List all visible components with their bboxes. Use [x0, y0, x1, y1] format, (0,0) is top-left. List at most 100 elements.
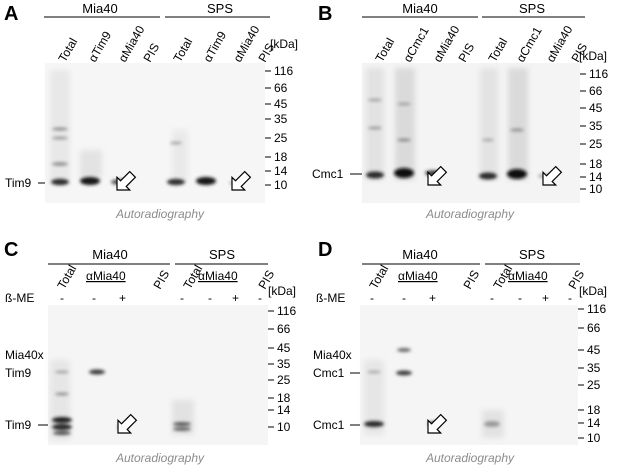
mw-marker: 45 [587, 343, 601, 357]
mw-marker: 14 [589, 170, 603, 184]
lane-label: αCmc1 [400, 24, 431, 64]
arrow-icon [117, 413, 138, 434]
mw-ladder: 116 66 45 35 25 18 14 10 [265, 64, 293, 192]
bme-label: ß-ME [316, 291, 345, 305]
mw-marker: 45 [274, 97, 288, 111]
lane-label: αMia40 [198, 269, 238, 283]
kda-label: [kDa] [579, 284, 607, 298]
mw-marker: 10 [274, 178, 288, 192]
lane-label: Total [372, 36, 397, 65]
bme-sign: - [518, 291, 522, 305]
bme-sign: - [92, 291, 96, 305]
lane-label: αMia40 [508, 269, 548, 283]
mw-marker: 25 [587, 378, 601, 392]
group-label-sps: SPS [209, 247, 235, 262]
bme-sign: - [258, 291, 262, 305]
autoradiography-label: Autoradiography [115, 207, 205, 221]
lane-label: Total [55, 36, 80, 65]
group-label-sps: SPS [207, 1, 233, 16]
mw-marker: 10 [587, 431, 601, 445]
mw-marker: 14 [274, 164, 288, 178]
lane-label: αCmc1 [513, 24, 544, 64]
panel-letter-a: A [4, 3, 18, 25]
mw-ladder: 116 66 45 35 25 18 14 10 [268, 304, 296, 434]
lane-label: PIS [455, 41, 477, 65]
bme-sign: - [490, 291, 494, 305]
lane-label: αMia40 [398, 269, 438, 283]
mw-marker: 18 [274, 150, 288, 164]
band-label: Cmc1 [312, 167, 344, 181]
lane-label: αTim9 [200, 29, 229, 65]
band-label: Tim9 [5, 366, 32, 380]
bme-sign: - [402, 291, 406, 305]
arrow-icon [116, 170, 137, 191]
band-label: Cmc1 [313, 366, 345, 380]
mw-marker: 18 [587, 403, 601, 417]
mw-marker: 18 [589, 157, 603, 171]
group-label-sps: SPS [519, 247, 545, 262]
gel-blot [360, 305, 578, 445]
lane-label: PIS [140, 41, 162, 65]
bme-signs: - - + - - + - [60, 291, 262, 305]
mw-marker: 66 [587, 321, 601, 335]
bme-sign: - [208, 291, 212, 305]
group-label-sps: SPS [519, 1, 545, 16]
band-label: Tim9 [5, 176, 32, 190]
mw-marker: 45 [589, 101, 603, 115]
bme-sign: + [542, 291, 549, 305]
panel-letter-c: C [4, 239, 18, 261]
mw-marker: 116 [277, 304, 296, 318]
arrow-icon [231, 170, 252, 191]
gel-blot [48, 305, 268, 445]
panel-c: C Mia40 SPS Total αMia40 PIS Total αMia4… [4, 239, 296, 465]
arrow-icon [542, 165, 563, 186]
lane-label: PIS [460, 268, 482, 292]
autoradiography-label: Autoradiography [115, 451, 205, 465]
group-label-mia40: Mia40 [402, 1, 437, 16]
mw-marker: 18 [277, 391, 291, 405]
bme-sign: + [232, 291, 239, 305]
band-label: Tim9 [5, 418, 32, 432]
mw-marker: 10 [277, 420, 291, 434]
panel-d: D Mia40 SPS Total αMia40 PIS Total αMia4… [313, 239, 607, 465]
panel-letter-b: B [318, 3, 332, 25]
mw-marker: 25 [277, 373, 291, 387]
arrow-icon [427, 165, 448, 186]
mw-marker: 14 [277, 403, 291, 417]
lane-label: Total [170, 36, 195, 65]
bme-sign: - [60, 291, 64, 305]
bme-label: ß-ME [5, 291, 34, 305]
bme-sign: - [370, 291, 374, 305]
autoradiography-label: Autoradiography [425, 451, 515, 465]
bme-sign: - [568, 291, 572, 305]
mw-ladder: 116 66 45 35 25 18 14 10 [580, 67, 608, 196]
mw-marker: 66 [589, 84, 603, 98]
kda-label: [kDa] [270, 37, 298, 51]
bme-signs: - - + - - + - [370, 291, 572, 305]
mw-marker: 45 [277, 341, 291, 355]
group-label-mia40: Mia40 [402, 247, 437, 262]
mw-marker: 116 [587, 302, 606, 316]
mw-marker: 35 [587, 361, 601, 375]
kda-label: [kDa] [268, 284, 296, 298]
mw-marker: 10 [589, 182, 603, 196]
bme-sign: + [429, 291, 436, 305]
gel-bands [364, 348, 500, 427]
group-label-mia40: Mia40 [82, 1, 117, 16]
panel-letter-d: D [318, 239, 332, 261]
lane-label: Total [485, 36, 510, 65]
group-label-mia40: Mia40 [92, 247, 127, 262]
bme-sign: - [180, 291, 184, 305]
lane-label: Total [366, 263, 391, 292]
lane-label: Total [54, 263, 79, 292]
mw-marker: 66 [274, 81, 288, 95]
panel-b: B Mia40 SPS Total αCmc1 αMia40 PIS Total… [312, 1, 608, 221]
mw-marker: 35 [277, 357, 291, 371]
mw-marker: 116 [589, 67, 608, 81]
band-label: Mia40x [313, 348, 352, 362]
mw-marker: 25 [274, 131, 288, 145]
kda-label: [kDa] [579, 49, 607, 63]
gel-background-smears [366, 68, 528, 180]
autoradiography-label: Autoradiography [425, 207, 515, 221]
